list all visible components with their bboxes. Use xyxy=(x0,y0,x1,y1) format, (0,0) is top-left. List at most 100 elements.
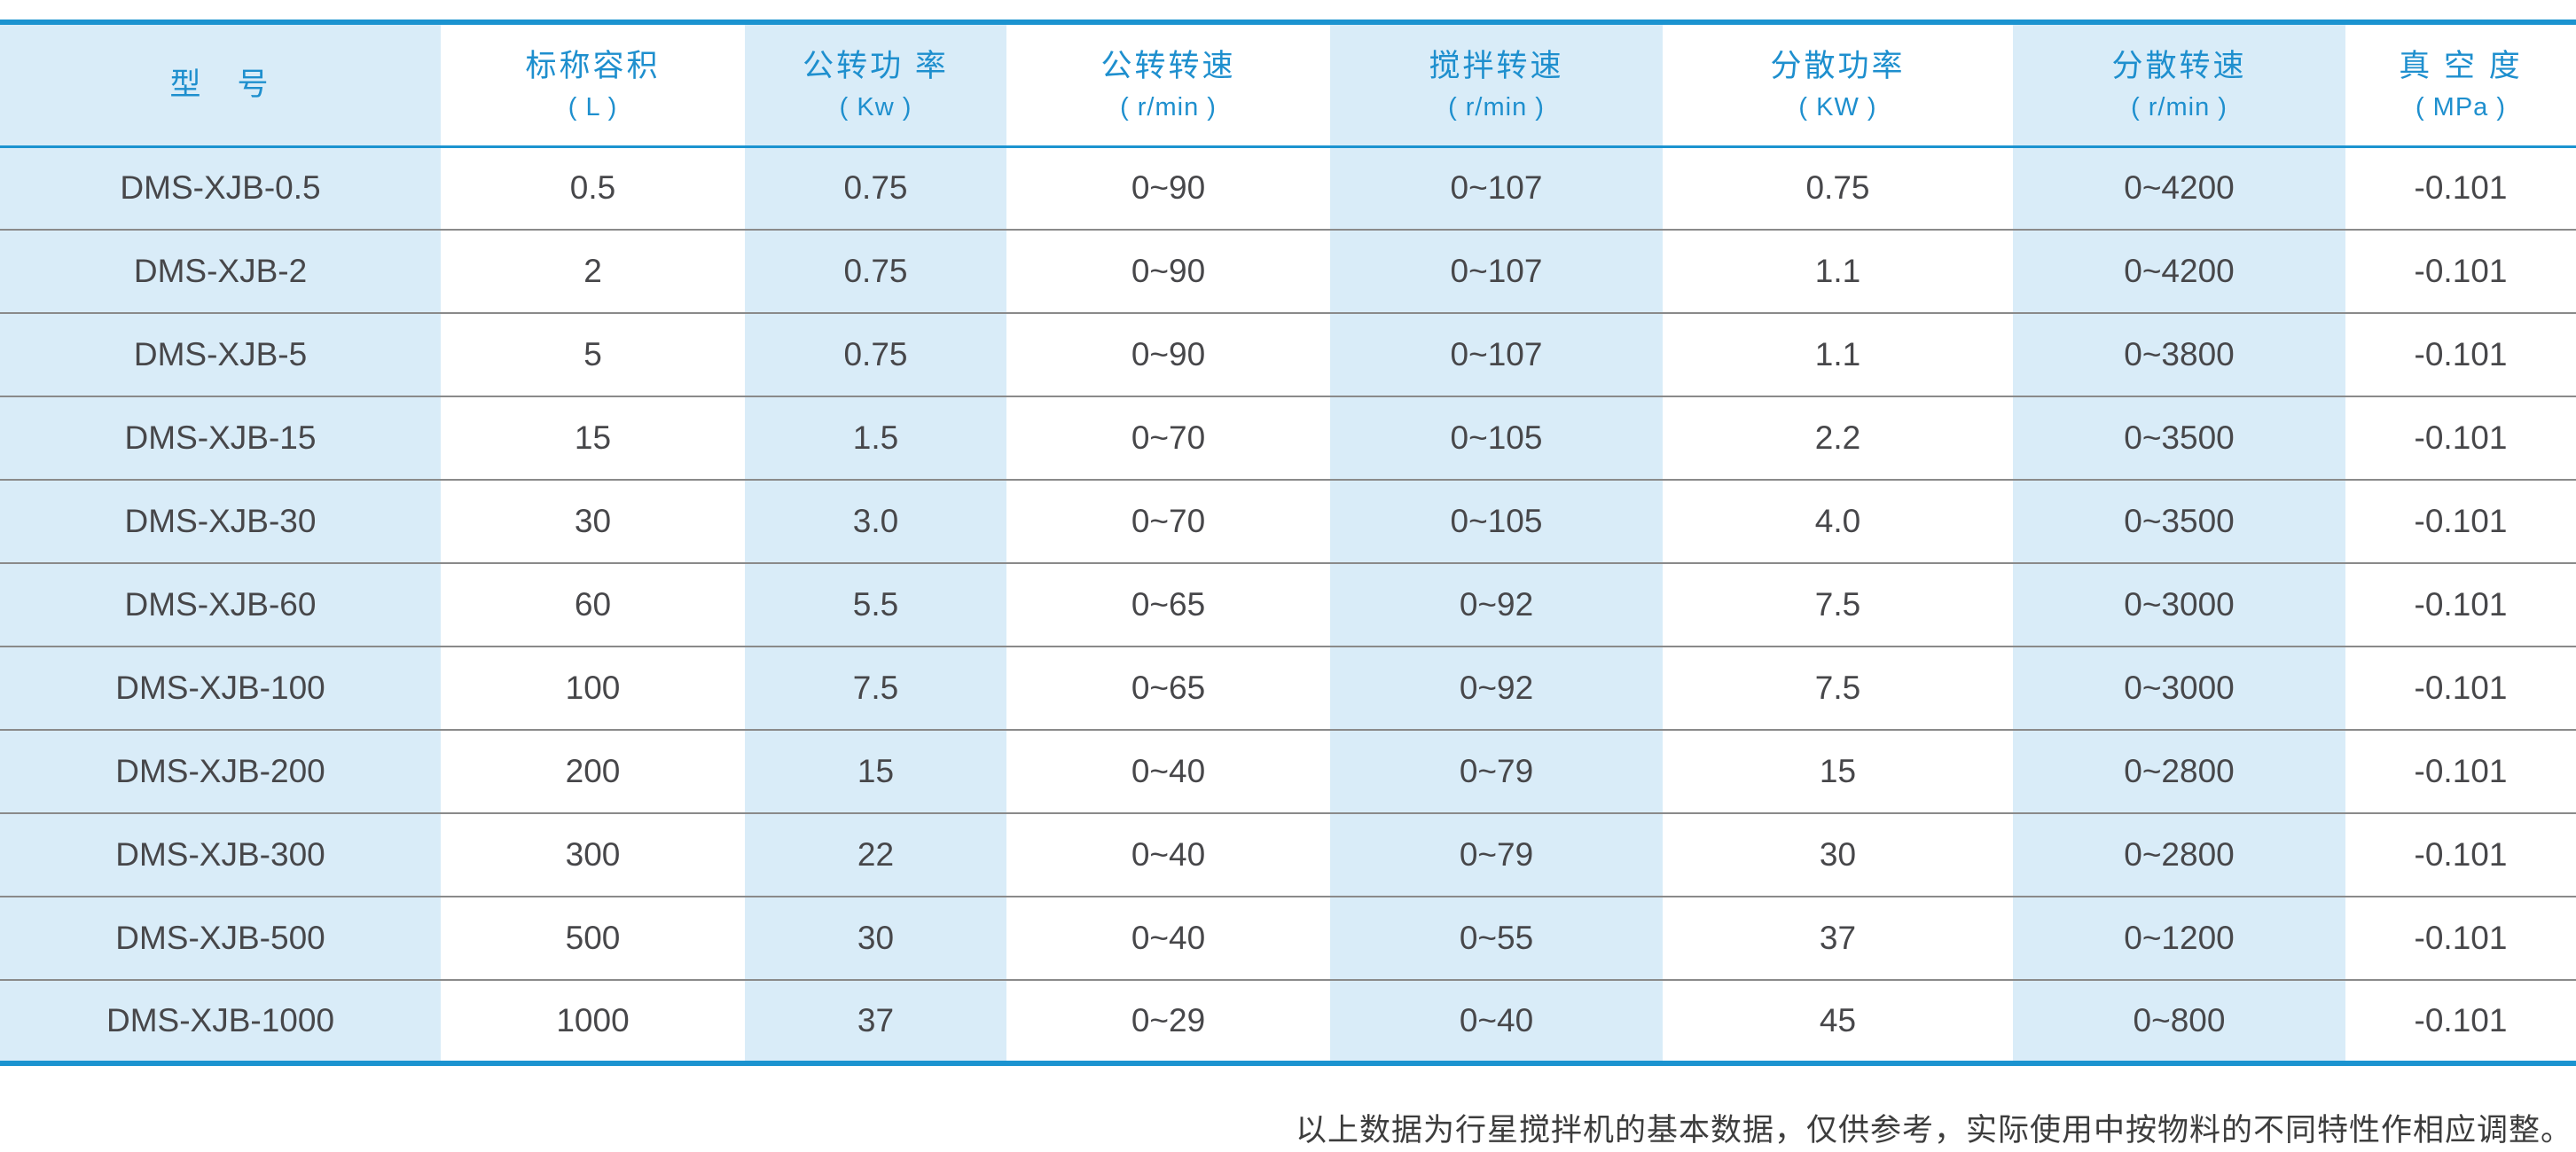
value-cell: 0~55 xyxy=(1330,896,1663,980)
model-cell: DMS-XJB-1000 xyxy=(0,979,441,1063)
value-cell: 37 xyxy=(1663,896,2013,980)
value-cell: 0~90 xyxy=(1006,229,1330,313)
table-row: DMS-XJB-500 500 30 0~40 0~55 37 0~1200 -0.101 xyxy=(0,896,2576,980)
table-row: DMS-XJB-100 100 7.5 0~65 0~92 7.5 0~3000 -0.101 xyxy=(0,646,2576,730)
table-row: DMS-XJB-2 2 0.75 0~90 0~107 1.1 0~4200 -0.101 xyxy=(0,229,2576,313)
column-header-unit: ( r/min ) xyxy=(1120,93,1217,122)
value-cell: 0~79 xyxy=(1330,729,1663,813)
value-cell: 0~79 xyxy=(1330,812,1663,897)
column-header-unit: ( MPa ) xyxy=(2415,93,2507,122)
table-row: DMS-XJB-1000 1000 37 0~29 0~40 45 0~800 -0.101 xyxy=(0,979,2576,1063)
value-cell: 1.1 xyxy=(1663,229,2013,313)
table-row: DMS-XJB-300 300 22 0~40 0~79 30 0~2800 -0.101 xyxy=(0,812,2576,897)
column-header-label: 分散功率 xyxy=(1770,49,1906,84)
table-header-row: 型 号标称容积( L ) 公转功 率( Kw ) 公转转速( r/min ) 搅拌转速… xyxy=(0,22,2576,148)
value-cell: 30 xyxy=(441,479,745,563)
spec-table: 型 号标称容积( L ) 公转功 率( Kw ) 公转转速( r/min ) 搅拌转速… xyxy=(0,20,2576,1066)
value-cell: 4.0 xyxy=(1663,479,2013,563)
column-header-label: 标称容积 xyxy=(525,49,661,84)
model-cell: DMS-XJB-5 xyxy=(0,312,441,396)
value-cell: -0.101 xyxy=(2345,562,2576,647)
value-cell: 5 xyxy=(441,312,745,396)
value-cell: 0~65 xyxy=(1006,562,1330,647)
value-cell: -0.101 xyxy=(2345,646,2576,730)
column-header-unit: ( r/min ) xyxy=(1448,93,1545,122)
value-cell: 1000 xyxy=(441,979,745,1063)
table-row: DMS-XJB-200 200 15 0~40 0~79 15 0~2800 -0.101 xyxy=(0,729,2576,813)
column-header-label: 真 空 度 xyxy=(2399,49,2523,84)
value-cell: 7.5 xyxy=(745,646,1006,730)
model-cell: DMS-XJB-100 xyxy=(0,646,441,730)
value-cell: 7.5 xyxy=(1663,646,2013,730)
value-cell: 200 xyxy=(441,729,745,813)
value-cell: 0~1200 xyxy=(2013,896,2345,980)
value-cell: 0~90 xyxy=(1006,312,1330,396)
model-cell: DMS-XJB-500 xyxy=(0,896,441,980)
value-cell: 15 xyxy=(745,729,1006,813)
value-cell: -0.101 xyxy=(2414,169,2508,207)
table-row: DMS-XJB-30 30 3.0 0~70 0~105 4.0 0~3500 -0.101 xyxy=(0,479,2576,563)
value-cell: 0~92 xyxy=(1330,562,1663,647)
column-header-4: 公转转速 ( r/min ) xyxy=(1006,22,1330,148)
model-cell: DMS-XJB-300 xyxy=(0,812,441,897)
value-cell: 0.75 xyxy=(745,229,1006,313)
footnote-text: 以上数据为行星搅拌机的基本数据，仅供参考，实际使用中按物料的不同特性作相应调整。 xyxy=(1295,1113,2572,1148)
value-cell: 2 xyxy=(441,229,745,313)
value-cell: 5.5 xyxy=(745,562,1006,647)
value-cell: 7.5 xyxy=(1663,562,2013,647)
value-cell: 45 xyxy=(1663,979,2013,1063)
value-cell: 0.5 xyxy=(569,169,616,207)
value-cell: 15 xyxy=(1663,729,2013,813)
value-cell: 0~70 xyxy=(1006,479,1330,563)
column-header-unit: ( L ) xyxy=(568,93,618,122)
value-cell: 0~800 xyxy=(2013,979,2345,1063)
value-cell: 0~107 xyxy=(1330,312,1663,396)
value-cell: -0.101 xyxy=(2345,396,2576,480)
column-header-5: 搅拌转速 ( r/min ) xyxy=(1330,22,1663,148)
value-cell: -0.101 xyxy=(2345,312,2576,396)
value-cell: 0~3800 xyxy=(2013,312,2345,396)
value-cell: -0.101 xyxy=(2345,729,2576,813)
table-row: DMS-XJB-60 60 5.5 0~65 0~92 7.5 0~3000 -0.101 xyxy=(0,562,2576,647)
column-header-unit: ( KW ) xyxy=(1798,93,1877,122)
value-cell: 15 xyxy=(441,396,745,480)
column-header-label: 分散转速 xyxy=(2111,49,2247,84)
value-cell: 37 xyxy=(745,979,1006,1063)
column-header-unit: ( r/min ) xyxy=(2131,93,2228,122)
value-cell: 0~105 xyxy=(1330,479,1663,563)
value-cell: 0~107 xyxy=(1330,229,1663,313)
value-cell: -0.101 xyxy=(2345,479,2576,563)
value-cell: 0~65 xyxy=(1006,646,1330,730)
value-cell: 0~4200 xyxy=(2013,146,2345,230)
value-cell: -0.101 xyxy=(2345,979,2576,1063)
value-cell: 1.5 xyxy=(745,396,1006,480)
model-cell: DMS-XJB-30 xyxy=(0,479,441,563)
value-cell: 0~40 xyxy=(1006,729,1330,813)
value-cell: 0~107 xyxy=(1330,146,1663,230)
column-header-label: 公转转速 xyxy=(1100,49,1236,84)
value-cell: 30 xyxy=(1663,812,2013,897)
value-cell: 2.2 xyxy=(1663,396,2013,480)
column-header-2: 标称容积 ( L ) xyxy=(441,22,745,148)
value-cell: 0.75 xyxy=(745,146,1006,230)
value-cell: 22 xyxy=(745,812,1006,897)
column-header-1: 型 号 xyxy=(0,22,441,148)
value-cell: 30 xyxy=(745,896,1006,980)
value-cell: 0~3500 xyxy=(2013,396,2345,480)
value-cell: 0~2800 xyxy=(2013,812,2345,897)
table-row: DMS-XJB-0.5 0.5 0.75 0~90 0~107 0.75 0~4200 -0.… xyxy=(0,146,2576,230)
value-cell: 0~92 xyxy=(1330,646,1663,730)
value-cell: 0~40 xyxy=(1330,979,1663,1063)
column-header-8: 真 空 度 ( MPa ) xyxy=(2345,22,2576,148)
value-cell: 0~105 xyxy=(1330,396,1663,480)
value-cell: 0~4200 xyxy=(2013,229,2345,313)
model-cell: DMS-XJB-15 xyxy=(0,396,441,480)
model-cell: DMS-XJB-0.5 xyxy=(0,146,441,230)
column-header-6: 分散功率 ( KW ) xyxy=(1663,22,2013,148)
value-cell: 1.1 xyxy=(1663,312,2013,396)
value-cell: -0.101 xyxy=(2345,812,2576,897)
value-cell: 0~3000 xyxy=(2013,646,2345,730)
value-cell: 0.75 xyxy=(1805,169,1870,207)
model-cell: DMS-XJB-60 xyxy=(0,562,441,647)
